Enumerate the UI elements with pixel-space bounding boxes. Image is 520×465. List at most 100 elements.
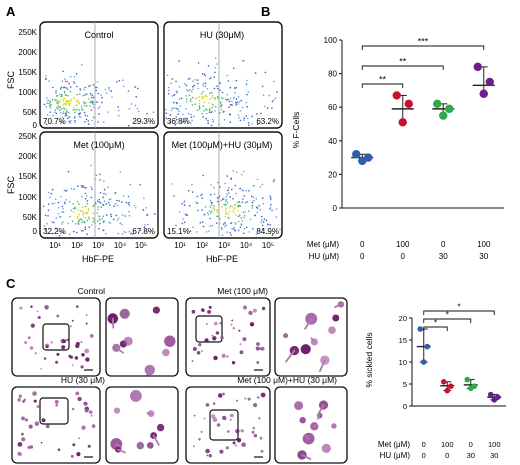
flow-event-dot xyxy=(73,106,75,108)
flow-event-dot xyxy=(176,91,178,94)
cell-cluster xyxy=(294,400,337,461)
flow-event-dot xyxy=(175,80,177,83)
flow-event-dot xyxy=(101,96,103,99)
flow-event-dot xyxy=(83,220,85,223)
red-cell xyxy=(260,449,264,453)
flow-event-dot xyxy=(236,101,239,104)
flow-event-dot xyxy=(242,198,244,200)
flow-event-dot xyxy=(57,207,60,209)
flow-event-dot xyxy=(217,181,219,184)
flow-event-dot xyxy=(203,101,205,104)
flow-event-dot xyxy=(220,106,222,108)
flow-event-dot xyxy=(234,87,236,89)
flow-event-dot xyxy=(65,87,68,89)
data-point xyxy=(439,111,448,120)
flow-event-dot xyxy=(220,97,223,99)
flow-event-dot xyxy=(69,215,71,218)
red-cell xyxy=(235,429,240,434)
flow-event-dot xyxy=(127,195,130,198)
flow-event-dot xyxy=(219,186,221,188)
red-cell xyxy=(259,436,263,440)
flow-event-dot xyxy=(77,99,79,101)
red-cell xyxy=(37,315,41,320)
met-value: 100 xyxy=(396,240,410,249)
flow-event-dot xyxy=(58,235,61,237)
flow-event-dot xyxy=(89,93,92,96)
data-point xyxy=(444,387,451,394)
flow-event-dot xyxy=(85,211,87,214)
flow-event-dot xyxy=(254,214,256,217)
red-cell xyxy=(55,403,58,407)
flow-event-dot xyxy=(127,90,130,92)
flow-event-dot xyxy=(47,203,50,205)
red-cell xyxy=(283,333,289,339)
flow-event-dot xyxy=(192,80,194,82)
flow-event-dot xyxy=(100,94,102,96)
flow-left-percent: 70.7% xyxy=(43,117,66,126)
red-cell xyxy=(36,310,39,313)
flow-event-dot xyxy=(234,229,237,232)
flow-event-dot xyxy=(92,205,94,208)
flow-event-dot xyxy=(181,222,184,225)
flow-event-dot xyxy=(48,102,50,105)
hu-value: 0 xyxy=(401,252,406,261)
red-cell xyxy=(40,441,43,444)
red-cell xyxy=(17,442,23,447)
flow-event-dot xyxy=(265,232,268,235)
red-cell xyxy=(71,364,74,367)
flow-event-dot xyxy=(207,213,210,216)
flow-event-dot xyxy=(74,208,76,210)
sickled-cell xyxy=(301,453,312,461)
red-cell xyxy=(41,418,46,423)
red-cell xyxy=(244,397,247,400)
red-cell xyxy=(71,319,74,322)
red-cell xyxy=(328,326,336,335)
flow-event-dot xyxy=(175,118,178,121)
flow-event-dot xyxy=(212,207,214,209)
group-0 xyxy=(416,326,431,365)
flow-event-dot xyxy=(118,114,120,117)
red-cell xyxy=(321,443,331,453)
flow-event-dot xyxy=(214,105,217,108)
flow-event-dot xyxy=(87,120,90,122)
flow-event-dot xyxy=(85,118,88,121)
flow-event-dot xyxy=(269,224,272,226)
flow-event-dot xyxy=(211,204,213,206)
flow-event-dot xyxy=(271,234,274,236)
flow-event-dot xyxy=(198,108,201,110)
flow-event-dot xyxy=(65,112,67,114)
flow-event-dot xyxy=(59,93,61,96)
flow-event-dot xyxy=(81,186,84,188)
cell-cluster xyxy=(191,305,266,371)
y-tick-label: 5 xyxy=(403,380,407,389)
flow-event-dot xyxy=(44,228,47,230)
flow-event-dot xyxy=(83,111,86,114)
flow-event-dot xyxy=(93,204,95,206)
hu-value: 0 xyxy=(445,451,449,460)
flow-event-dot xyxy=(74,206,76,209)
sickled-cell xyxy=(115,346,124,354)
y-tick-label: 20 xyxy=(328,170,337,179)
flow-event-dot xyxy=(243,214,246,217)
red-cell xyxy=(231,319,234,322)
significance-bracket xyxy=(361,65,444,70)
flow-event-dot xyxy=(68,233,71,236)
flow-event-dot xyxy=(248,124,250,127)
red-cell xyxy=(217,393,223,398)
flow-event-dot xyxy=(81,195,83,198)
flow-event-dot xyxy=(48,80,50,82)
red-cell xyxy=(56,352,60,356)
flow-event-dot xyxy=(216,209,219,212)
red-cell xyxy=(260,346,265,351)
flow-event-dot xyxy=(222,97,224,100)
flow-scatter-cloud xyxy=(43,63,155,127)
flow-event-dot xyxy=(51,99,54,101)
flow-event-dot xyxy=(64,102,66,105)
flow-event-dot xyxy=(256,178,259,181)
flow-event-dot xyxy=(210,124,213,127)
flow-event-dot xyxy=(54,111,56,114)
flow-event-dot xyxy=(51,202,54,205)
flow-event-dot xyxy=(92,84,95,86)
flow-event-dot xyxy=(96,212,99,215)
